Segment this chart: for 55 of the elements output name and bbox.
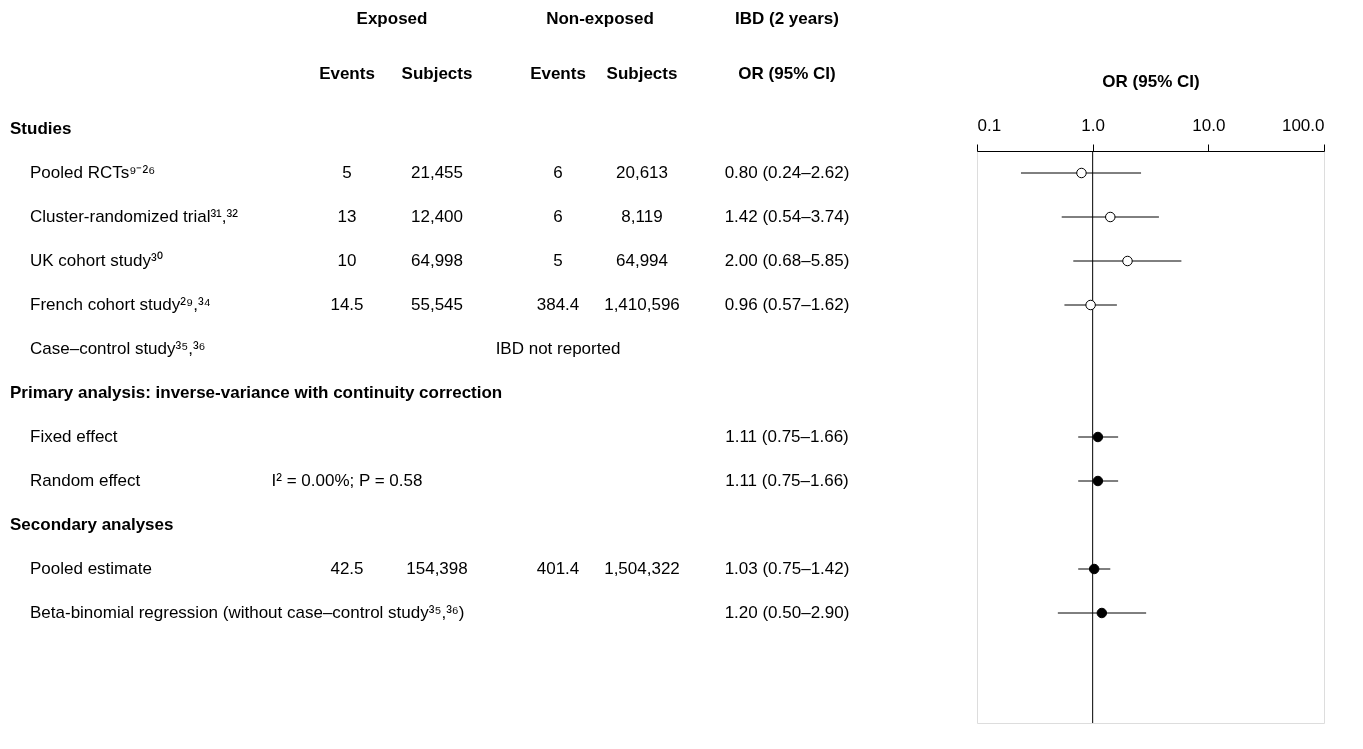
- category-label: Studies: [10, 119, 72, 138]
- text: 10: [337, 251, 357, 270]
- text: 154,398: [406, 559, 468, 578]
- category-label: Secondary analyses: [10, 515, 174, 534]
- category-label: French cohort study²⁹,³⁴: [30, 295, 211, 314]
- category-label: UK cohort study³⁰: [30, 251, 163, 270]
- x-tick-label: 1.0: [1081, 115, 1105, 135]
- category-label: Case–control study³⁵,³⁶: [30, 339, 206, 358]
- text: 1.11 (0.75–1.66): [725, 427, 849, 446]
- category-label: Cluster-randomized trial³¹,³²: [30, 207, 238, 226]
- text: 1.42 (0.54–3.74): [724, 207, 850, 226]
- text: 401.4: [536, 559, 580, 578]
- text: 42.5: [330, 559, 364, 578]
- category-label: Random effect: [30, 471, 141, 490]
- category-label: Beta-binomial regression (without case–control study³⁵,³⁶): [30, 603, 465, 622]
- text: IBD not reported: [495, 339, 621, 358]
- category-label: Pooled RCTs⁹⁻²⁶: [30, 163, 156, 182]
- category-label: Subjects: [606, 64, 678, 83]
- text: IBD (2 years): [735, 9, 839, 28]
- text: 13: [337, 207, 357, 226]
- text: 0.80 (0.24–2.62): [724, 163, 850, 182]
- text: 1,504,322: [604, 559, 680, 578]
- text: 5: [342, 163, 352, 182]
- text: 5: [553, 251, 563, 270]
- category-label: Events: [319, 64, 375, 83]
- text: 12,400: [411, 207, 463, 226]
- category-label: Events: [530, 64, 586, 83]
- text: 6: [553, 163, 563, 182]
- text: 1,410,596: [604, 295, 680, 314]
- category-label: Fixed effect: [30, 427, 118, 446]
- text: 0.96 (0.57–1.62): [724, 295, 850, 314]
- x-tick-label: 0.1: [977, 115, 1002, 135]
- text: 1.03 (0.75–1.42): [724, 559, 850, 578]
- text: 1.11 (0.75–1.66): [725, 471, 849, 490]
- category-label: OR (95% CI): [738, 64, 836, 83]
- category-label: Pooled estimate: [30, 559, 152, 578]
- x-axis-title: OR (95% CI): [1102, 71, 1200, 91]
- text: 64,994: [616, 251, 668, 270]
- text: 1.20 (0.50–2.90): [724, 603, 850, 622]
- text: 2.00 (0.68–5.85): [724, 251, 850, 270]
- text: 14.5: [330, 295, 364, 314]
- text: 384.4: [536, 295, 580, 314]
- text: Exposed: [356, 9, 428, 28]
- text: 6: [553, 207, 563, 226]
- text: 55,545: [411, 295, 463, 314]
- text: 8,119: [621, 207, 663, 226]
- text: 21,455: [411, 163, 463, 182]
- text: I² = 0.00%; P = 0.58: [271, 471, 423, 490]
- text: 64,998: [411, 251, 463, 270]
- x-tick-label: 100.0: [1281, 115, 1325, 135]
- x-tick-label: 10.0: [1192, 115, 1226, 135]
- text: Non-exposed: [546, 9, 654, 28]
- category-label: Subjects: [401, 64, 473, 83]
- category-label: Primary analysis: inverse-variance with continuity correction: [10, 383, 503, 402]
- text: 20,613: [616, 163, 668, 182]
